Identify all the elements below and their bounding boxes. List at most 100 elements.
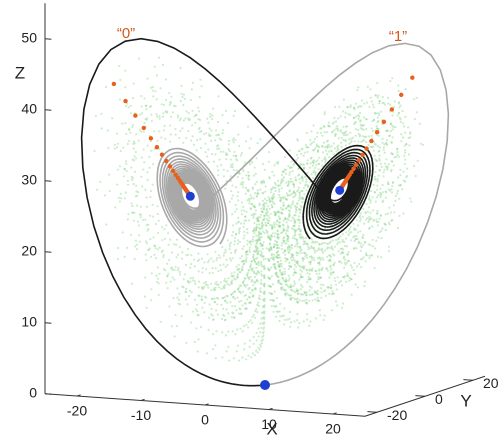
cloud-point <box>360 265 363 269</box>
cloud-point <box>179 129 182 132</box>
cloud-point <box>200 130 203 133</box>
cloud-point <box>279 184 282 187</box>
cloud-point <box>289 297 292 300</box>
cloud-point <box>373 267 376 270</box>
cloud-point <box>365 101 369 104</box>
cloud-point <box>296 292 299 295</box>
cloud-point <box>240 213 243 216</box>
cloud-point <box>178 136 181 140</box>
cloud-point <box>310 173 313 176</box>
cloud-point <box>375 125 378 128</box>
cloud-point <box>248 246 251 249</box>
cloud-point <box>167 272 170 275</box>
cloud-point <box>321 145 324 148</box>
cloud-point <box>326 269 329 272</box>
y-axis-label: Y <box>460 391 471 410</box>
cloud-point <box>352 106 356 109</box>
cloud-point <box>252 197 255 200</box>
cloud-point <box>252 294 255 297</box>
cloud-point <box>213 289 216 292</box>
cloud-point <box>399 118 402 121</box>
cloud-point <box>269 223 272 227</box>
cloud-point <box>251 352 254 355</box>
cloud-point <box>240 292 243 295</box>
cloud-point <box>302 251 305 254</box>
cloud-point <box>237 221 240 224</box>
cloud-point <box>221 246 224 249</box>
cloud-point <box>130 202 133 205</box>
cloud-point <box>377 150 380 153</box>
cloud-point <box>263 284 266 287</box>
cloud-point <box>176 269 179 272</box>
cloud-point <box>137 224 140 227</box>
cloud-point <box>169 238 172 241</box>
cloud-point <box>218 147 221 150</box>
cloud-point <box>290 219 293 222</box>
cloud-point <box>276 250 280 253</box>
cloud-point <box>376 184 379 187</box>
cloud-point <box>310 269 313 272</box>
cloud-point <box>238 312 241 315</box>
cloud-point <box>253 260 256 263</box>
cloud-point <box>289 294 292 297</box>
cloud-point <box>360 140 363 143</box>
cloud-point <box>179 303 182 306</box>
cloud-point <box>256 273 259 276</box>
cloud-point <box>359 230 362 233</box>
cloud-point <box>288 264 291 267</box>
cloud-point <box>409 136 412 139</box>
cloud-point <box>247 197 250 200</box>
cloud-point <box>342 125 345 128</box>
cloud-point <box>327 286 330 289</box>
manifold-marker <box>148 136 154 141</box>
cloud-point <box>153 65 156 68</box>
cloud-point <box>279 200 282 203</box>
cloud-point <box>304 183 307 186</box>
cloud-point <box>298 227 301 231</box>
cloud-point <box>287 180 290 183</box>
cloud-point <box>288 261 291 264</box>
cloud-point <box>303 240 306 243</box>
cloud-point <box>340 136 343 139</box>
cloud-point <box>261 305 264 308</box>
cloud-point <box>236 296 239 299</box>
cloud-point <box>331 248 334 251</box>
cloud-point <box>230 259 233 262</box>
cloud-point <box>117 246 120 250</box>
cloud-point <box>201 271 204 274</box>
cloud-point <box>233 243 236 246</box>
cloud-point <box>231 275 234 278</box>
cloud-point <box>397 111 401 114</box>
cloud-point <box>346 272 349 275</box>
cloud-point <box>263 291 266 294</box>
cloud-point <box>386 168 389 171</box>
cloud-point <box>313 137 316 141</box>
cloud-point <box>372 149 375 152</box>
cloud-point <box>269 238 272 241</box>
cloud-point <box>288 149 291 152</box>
cloud-point <box>231 311 234 314</box>
cloud-point <box>189 321 193 324</box>
cloud-point <box>257 226 260 229</box>
cloud-point <box>369 201 372 204</box>
cloud-point <box>329 273 332 276</box>
cloud-point <box>379 191 382 194</box>
cloud-point <box>348 279 351 282</box>
cloud-point <box>277 237 280 240</box>
cloud-point <box>231 292 234 295</box>
cloud-point <box>251 295 254 298</box>
cloud-point <box>224 265 227 268</box>
cloud-point <box>100 127 103 130</box>
cloud-point <box>303 151 306 154</box>
cloud-point <box>397 176 400 179</box>
cloud-point <box>378 217 381 220</box>
cloud-point <box>335 127 338 130</box>
cloud-point <box>359 245 362 248</box>
cloud-point <box>239 222 243 225</box>
cloud-point <box>245 307 248 310</box>
cloud-point <box>196 350 199 353</box>
cloud-point <box>346 274 349 277</box>
cloud-point <box>360 124 363 127</box>
cloud-point <box>299 276 302 279</box>
cloud-point <box>303 167 306 170</box>
